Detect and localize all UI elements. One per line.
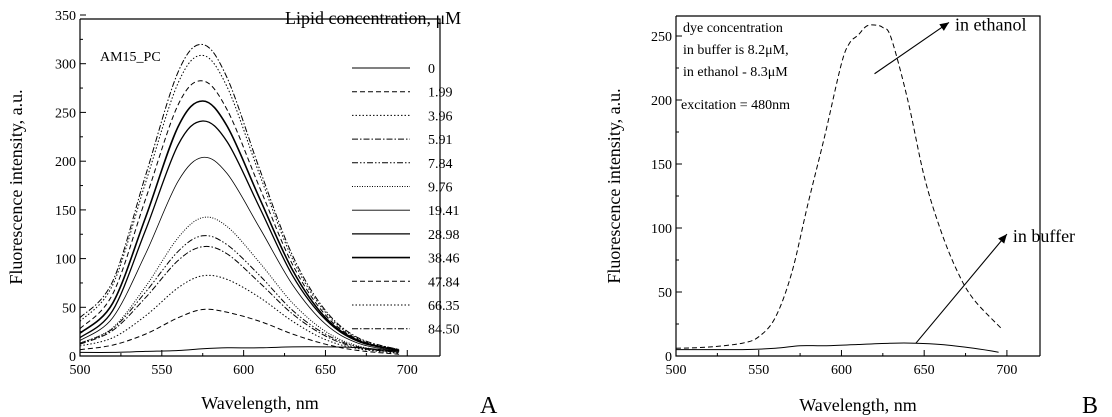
panel-b-annotation-line-2: in buffer is 8.2μM, bbox=[683, 43, 789, 58]
legend-label: 5.91 bbox=[428, 133, 453, 148]
panel-b-y-axis-label: Fluorescence intensity, a.u. bbox=[604, 88, 624, 283]
panel-b-series bbox=[675, 24, 1003, 353]
panel-a-series-line bbox=[79, 216, 400, 353]
panel-b-annotation-line-1: dye concentration bbox=[683, 21, 783, 36]
legend-label: 84.50 bbox=[428, 323, 460, 338]
panel-b-x-tick-label: 500 bbox=[666, 363, 687, 378]
panel-a-y-tick-label: 50 bbox=[62, 301, 76, 316]
panel-a-x-tick-label: 700 bbox=[397, 363, 418, 378]
panel-a-x-tick-label: 650 bbox=[315, 363, 336, 378]
legend-label: 38.46 bbox=[428, 252, 460, 267]
annotation-arrow-label: in ethanol bbox=[955, 14, 1026, 34]
panel-a-y-tick-label: 350 bbox=[55, 9, 76, 24]
legend-label: 3.96 bbox=[428, 109, 453, 124]
panel-b-x-tick-label: 650 bbox=[914, 363, 935, 378]
legend-label: 66.35 bbox=[428, 299, 460, 314]
legend-label: 7.84 bbox=[428, 157, 453, 172]
legend-label: 47.84 bbox=[428, 275, 460, 290]
panel-b-y-tick-label: 150 bbox=[651, 158, 672, 173]
panel-b-x-axis-label: Wavelength, nm bbox=[799, 395, 917, 415]
panel-b-series-line bbox=[676, 342, 999, 353]
panel-b-frame bbox=[676, 15, 1041, 356]
panel-a: 500 550 600 650 700 0 50 100 150 200 250 300 350 0 1.… bbox=[6, 8, 498, 417]
panel-b: 500 550 600 650 700 0 50 100 150 200 250 in ethano… bbox=[604, 14, 1098, 417]
legend-label: 19.41 bbox=[428, 204, 460, 219]
panel-b-arrows: in ethanol in buffer bbox=[874, 14, 1075, 344]
panel-b-x-tick-label: 700 bbox=[996, 363, 1017, 378]
annotation-arrow-line bbox=[915, 233, 1008, 344]
panel-a-legend-title: Lipid concentration, μM bbox=[285, 8, 461, 28]
panel-a-series-line bbox=[79, 308, 400, 355]
panel-a-x-tick-label: 500 bbox=[70, 363, 91, 378]
legend-label: 1.99 bbox=[428, 86, 453, 101]
panel-a-x-tick-label: 600 bbox=[233, 363, 254, 378]
panel-b-x-tick-label: 600 bbox=[831, 363, 852, 378]
legend-label: 0 bbox=[428, 62, 435, 77]
panel-a-ticks: 500 550 600 650 700 0 50 100 150 200 250 300 350 bbox=[55, 9, 418, 378]
panel-a-x-tick-label: 550 bbox=[151, 363, 172, 378]
annotation-arrow-head bbox=[998, 234, 1007, 244]
panel-a-legend: 0 1.99 3.96 5.91 7.84 9.76 19.41 28.98 38.46 47.8… bbox=[352, 62, 460, 338]
panel-a-y-tick-label: 0 bbox=[69, 350, 76, 365]
annotation-arrow-label: in buffer bbox=[1013, 226, 1075, 246]
panel-a-series-line bbox=[79, 156, 400, 352]
panel-b-y-tick-label: 50 bbox=[658, 286, 672, 301]
panel-a-series-line bbox=[79, 274, 400, 354]
panel-a-series-line bbox=[79, 245, 400, 353]
panel-a-y-tick-label: 250 bbox=[55, 106, 76, 121]
panel-a-y-tick-label: 150 bbox=[55, 204, 76, 219]
panel-b-ticks: 500 550 600 650 700 0 50 100 150 200 250 bbox=[651, 30, 1017, 378]
panel-a-y-tick-label: 100 bbox=[55, 253, 76, 268]
annotation-arrow-line bbox=[874, 21, 950, 75]
panel-a-y-tick-label: 300 bbox=[55, 58, 76, 73]
annotation-arrow-head bbox=[939, 22, 949, 31]
panel-a-letter: A bbox=[480, 393, 498, 417]
panel-b-y-tick-label: 100 bbox=[651, 222, 672, 237]
panel-a-series bbox=[79, 43, 400, 355]
panel-a-y-axis-label: Fluorescence intensity, a.u. bbox=[6, 89, 26, 284]
panel-a-x-axis-label: Wavelength, nm bbox=[201, 393, 319, 413]
panel-b-y-tick-label: 200 bbox=[651, 94, 672, 109]
panel-a-series-line bbox=[79, 346, 400, 353]
panel-a-series-line bbox=[79, 54, 400, 351]
panel-b-letter: B bbox=[1082, 393, 1098, 417]
panel-a-inset-label: AM15_PC bbox=[100, 50, 161, 65]
panel-b-y-tick-label: 0 bbox=[665, 350, 672, 365]
panel-a-y-tick-label: 200 bbox=[55, 155, 76, 170]
panel-a-series-line bbox=[79, 120, 400, 352]
legend-label: 28.98 bbox=[428, 228, 460, 243]
panel-a-series-line bbox=[79, 100, 400, 352]
panel-a-frame bbox=[80, 18, 441, 356]
panel-a-series-line bbox=[79, 80, 400, 351]
panel-a-series-line bbox=[79, 43, 400, 351]
panel-b-x-tick-label: 550 bbox=[748, 363, 769, 378]
panel-b-annotation-line-3: in ethanol - 8.3μM bbox=[683, 65, 788, 80]
panel-b-series-line bbox=[675, 24, 1003, 349]
panel-b-annotation-line-4: excitation = 480nm bbox=[681, 98, 790, 113]
panel-b-y-tick-label: 250 bbox=[651, 30, 672, 45]
legend-label: 9.76 bbox=[428, 181, 453, 196]
